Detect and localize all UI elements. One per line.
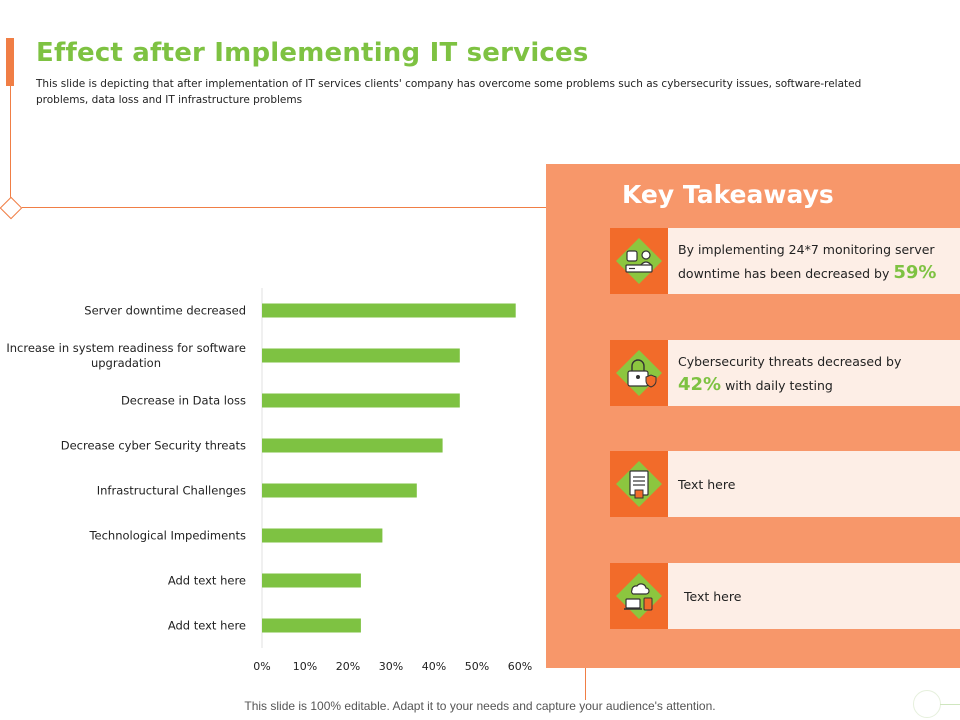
takeaway-highlight-1: 59% bbox=[893, 262, 937, 283]
takeaway-icon-box-3 bbox=[610, 451, 668, 517]
chart-bar-3 bbox=[262, 393, 460, 408]
takeaway-icon-box-4 bbox=[610, 563, 668, 629]
takeaway-icon-box-1 bbox=[610, 228, 668, 294]
takeaway-card-4: Text here bbox=[610, 563, 960, 629]
chart-category-label-8: Add text here bbox=[168, 619, 246, 633]
chart-category-label-1: Server downtime decreased bbox=[84, 304, 246, 318]
chart-bar-7 bbox=[262, 573, 361, 588]
accent-connector-vertical bbox=[10, 86, 11, 200]
chart-category-label-2: Increase in system readiness for softwar… bbox=[6, 341, 246, 370]
chart-bar-8 bbox=[262, 618, 361, 633]
chart-category-label-6: Technological Impediments bbox=[88, 529, 246, 543]
chart-category-label-4: Decrease cyber Security threats bbox=[61, 439, 246, 453]
takeaway-text-1: By implementing 24*7 monitoring server d… bbox=[678, 242, 937, 283]
chart-x-tick-label: 20% bbox=[336, 660, 360, 673]
footer-decor-line bbox=[940, 704, 960, 705]
chart-bar-1 bbox=[262, 303, 516, 318]
server-monitoring-icon bbox=[616, 238, 662, 284]
accent-diamond-icon bbox=[0, 196, 23, 220]
footer-note: This slide is 100% editable. Adapt it to… bbox=[244, 699, 716, 713]
chart-category-label-7: Add text here bbox=[168, 574, 246, 588]
takeaway-highlight-2: 42% bbox=[678, 374, 722, 395]
chart-category-label-5: Infrastructural Challenges bbox=[97, 484, 246, 498]
page-subtitle: This slide is depicting that after imple… bbox=[36, 78, 862, 106]
takeaway-text-2: Cybersecurity threats decreased by 42% wi… bbox=[678, 354, 902, 395]
takeaway-text-3: Text here bbox=[678, 477, 736, 492]
chart-bar-6 bbox=[262, 528, 383, 543]
chart-x-tick-label: 40% bbox=[422, 660, 446, 673]
brand-logo-icon bbox=[913, 690, 941, 718]
document-icon bbox=[616, 461, 662, 507]
cloud-devices-icon bbox=[616, 573, 662, 619]
security-lock-icon bbox=[616, 350, 662, 396]
chart-x-tick-label: 60% bbox=[508, 660, 532, 673]
key-takeaways-title: Key Takeaways bbox=[622, 180, 834, 209]
bar-chart: Server downtime decreased Increase in sys… bbox=[6, 288, 532, 673]
chart-x-tick-label: 0% bbox=[253, 660, 270, 673]
takeaway-card-2: Cybersecurity threats decreased by 42% wi… bbox=[610, 340, 960, 406]
chart-bar-5 bbox=[262, 483, 417, 498]
chart-x-tick-label: 30% bbox=[379, 660, 403, 673]
takeaway-text-4: Text here bbox=[684, 589, 742, 604]
chart-bar-4 bbox=[262, 438, 443, 453]
chart-x-tick-label: 10% bbox=[293, 660, 317, 673]
takeaway-card-3: Text here bbox=[610, 451, 960, 517]
chart-bar-2 bbox=[262, 348, 460, 363]
accent-connector-horizontal bbox=[22, 207, 586, 208]
takeaway-card-1: By implementing 24*7 monitoring server d… bbox=[610, 228, 960, 294]
page-title: Effect after Implementing IT services bbox=[36, 38, 589, 68]
chart-x-tick-label: 50% bbox=[465, 660, 489, 673]
title-accent-bar bbox=[6, 38, 14, 86]
takeaway-icon-box-2 bbox=[610, 340, 668, 406]
chart-category-label-3: Decrease in Data loss bbox=[121, 394, 246, 408]
